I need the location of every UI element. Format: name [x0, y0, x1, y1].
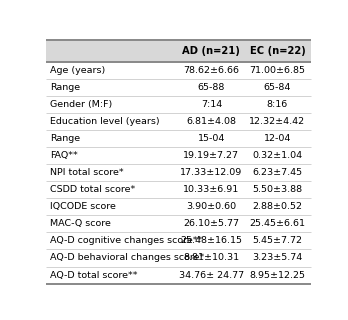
Text: CSDD total score*: CSDD total score*: [50, 185, 135, 194]
Text: 5.50±3.88: 5.50±3.88: [252, 185, 302, 194]
Text: 6.81±4.08: 6.81±4.08: [187, 117, 236, 126]
Text: 19.19±7.27: 19.19±7.27: [183, 151, 239, 160]
Text: 17.33±12.09: 17.33±12.09: [180, 168, 243, 177]
Text: NPI total score*: NPI total score*: [50, 168, 124, 177]
Text: 65-84: 65-84: [264, 83, 291, 92]
Text: 12.32±4.42: 12.32±4.42: [250, 117, 306, 126]
Bar: [46, 164, 310, 181]
Text: AQ-D behavioral changes score*: AQ-D behavioral changes score*: [50, 253, 205, 262]
Bar: [46, 215, 310, 232]
Text: 2.88±0.52: 2.88±0.52: [252, 202, 302, 211]
Text: 71.00±6.85: 71.00±6.85: [250, 66, 306, 75]
Bar: [46, 40, 310, 62]
Text: 3.23±5.74: 3.23±5.74: [252, 253, 303, 262]
Text: AQ-D total score**: AQ-D total score**: [50, 270, 138, 280]
Text: 3.90±0.60: 3.90±0.60: [186, 202, 236, 211]
Bar: [46, 267, 310, 284]
Bar: [46, 147, 310, 164]
Text: MAC-Q score: MAC-Q score: [50, 220, 111, 228]
Text: IQCODE score: IQCODE score: [50, 202, 116, 211]
Text: 8.95±12.25: 8.95±12.25: [250, 270, 306, 280]
Bar: [46, 198, 310, 215]
Text: AD (n=21): AD (n=21): [182, 46, 240, 56]
Bar: [46, 130, 310, 147]
Bar: [46, 232, 310, 250]
Text: 25.45±6.61: 25.45±6.61: [250, 220, 306, 228]
Text: Range: Range: [50, 134, 80, 143]
Text: 78.62±6.66: 78.62±6.66: [183, 66, 239, 75]
Bar: [46, 250, 310, 267]
Bar: [46, 181, 310, 198]
Text: 12-04: 12-04: [264, 134, 291, 143]
Text: 15-04: 15-04: [198, 134, 225, 143]
Text: Age (years): Age (years): [50, 66, 105, 75]
Text: FAQ**: FAQ**: [50, 151, 78, 160]
Text: 26.10±5.77: 26.10±5.77: [183, 220, 239, 228]
Text: 10.33±6.91: 10.33±6.91: [183, 185, 239, 194]
Text: 8.81±10.31: 8.81±10.31: [183, 253, 239, 262]
Bar: [46, 113, 310, 130]
Text: 34.76± 24.77: 34.76± 24.77: [179, 270, 244, 280]
Text: Range: Range: [50, 83, 80, 92]
Text: Gender (M:F): Gender (M:F): [50, 100, 112, 109]
Text: 7:14: 7:14: [201, 100, 222, 109]
Text: 0.32±1.04: 0.32±1.04: [252, 151, 302, 160]
Text: AQ-D cognitive changes score**: AQ-D cognitive changes score**: [50, 236, 203, 245]
Text: 6.23±7.45: 6.23±7.45: [252, 168, 302, 177]
Text: EC (n=22): EC (n=22): [250, 46, 305, 56]
Text: 65-88: 65-88: [198, 83, 225, 92]
Bar: [46, 96, 310, 113]
Text: 25.48±16.15: 25.48±16.15: [180, 236, 243, 245]
Bar: [46, 79, 310, 96]
Text: Education level (years): Education level (years): [50, 117, 160, 126]
Text: 5.45±7.72: 5.45±7.72: [252, 236, 302, 245]
Bar: [46, 62, 310, 79]
Text: 8:16: 8:16: [267, 100, 288, 109]
